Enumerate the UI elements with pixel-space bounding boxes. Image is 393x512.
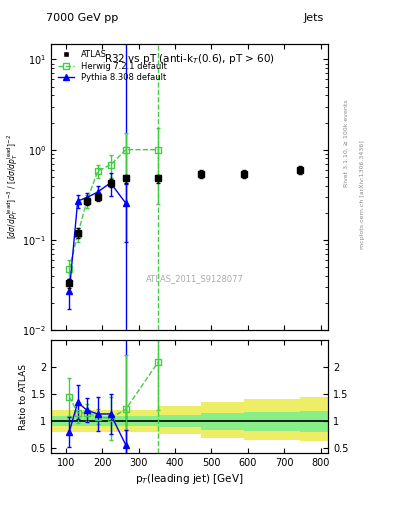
Text: 7000 GeV pp: 7000 GeV pp — [46, 13, 119, 23]
X-axis label: p$_T$(leading jet) [GeV]: p$_T$(leading jet) [GeV] — [135, 472, 244, 486]
Y-axis label: Ratio to ATLAS: Ratio to ATLAS — [19, 364, 28, 430]
Legend: ATLAS, Herwig 7.2.1 default, Pythia 8.308 default: ATLAS, Herwig 7.2.1 default, Pythia 8.30… — [55, 48, 169, 84]
Text: R32 vs pT (anti-k$_T$(0.6), pT > 60): R32 vs pT (anti-k$_T$(0.6), pT > 60) — [104, 52, 275, 66]
Text: Jets: Jets — [304, 13, 324, 23]
Y-axis label: $[d\sigma/dp_T^{\rm lead}]^{-3}$ / $[d\sigma/dp_T^{\rm lead}]^{-2}$: $[d\sigma/dp_T^{\rm lead}]^{-3}$ / $[d\s… — [5, 134, 20, 240]
Text: ATLAS_2011_S9128077: ATLAS_2011_S9128077 — [146, 274, 244, 283]
Text: mcplots.cern.ch [arXiv:1306.3436]: mcplots.cern.ch [arXiv:1306.3436] — [360, 140, 365, 249]
Text: Rivet 3.1.10, ≥ 100k events: Rivet 3.1.10, ≥ 100k events — [344, 99, 349, 187]
